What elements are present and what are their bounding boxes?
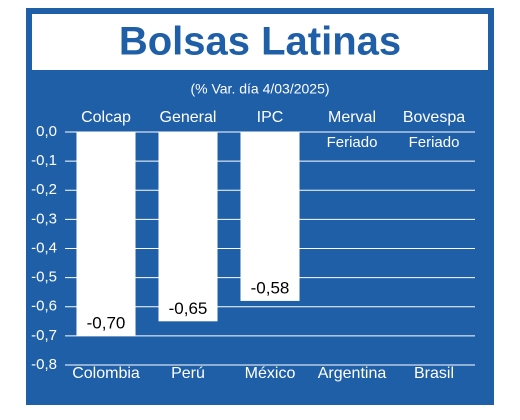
value-label: -0,65 bbox=[169, 299, 208, 318]
y-tick-label: -0,6 bbox=[31, 298, 57, 315]
y-tick-label: -0,3 bbox=[31, 210, 57, 227]
index-name: Colcap bbox=[81, 109, 131, 126]
x-tick-label: Colombia bbox=[72, 365, 140, 382]
chart-title: Bolsas Latinas bbox=[119, 20, 401, 64]
y-tick-label: -0,4 bbox=[31, 239, 57, 256]
title-box bbox=[32, 14, 488, 70]
y-tick-label: -0,2 bbox=[31, 181, 57, 198]
chart-subtitle: (% Var. día 4/03/2025) bbox=[190, 81, 329, 97]
bar bbox=[240, 132, 300, 301]
y-tick-label: -0,1 bbox=[31, 152, 57, 169]
index-name: Bovespa bbox=[403, 109, 465, 126]
note: Feriado bbox=[409, 134, 460, 151]
index-name: General bbox=[160, 109, 217, 126]
x-tick-label: México bbox=[245, 365, 296, 382]
index-name: IPC bbox=[257, 109, 284, 126]
y-tick-label: -0,8 bbox=[31, 356, 57, 373]
bar bbox=[158, 132, 218, 322]
x-tick-label: Brasil bbox=[414, 365, 454, 382]
note: Feriado bbox=[327, 134, 378, 151]
x-tick-label: Argentina bbox=[318, 365, 387, 382]
y-tick-label: 0,0 bbox=[36, 123, 57, 140]
x-tick-label: Perú bbox=[171, 365, 205, 382]
value-label: -0,58 bbox=[251, 278, 290, 297]
y-tick-label: -0,5 bbox=[31, 269, 57, 286]
value-label: -0,70 bbox=[87, 313, 126, 332]
y-tick-label: -0,7 bbox=[31, 327, 57, 344]
index-name: Merval bbox=[328, 109, 376, 126]
bar bbox=[76, 132, 136, 336]
